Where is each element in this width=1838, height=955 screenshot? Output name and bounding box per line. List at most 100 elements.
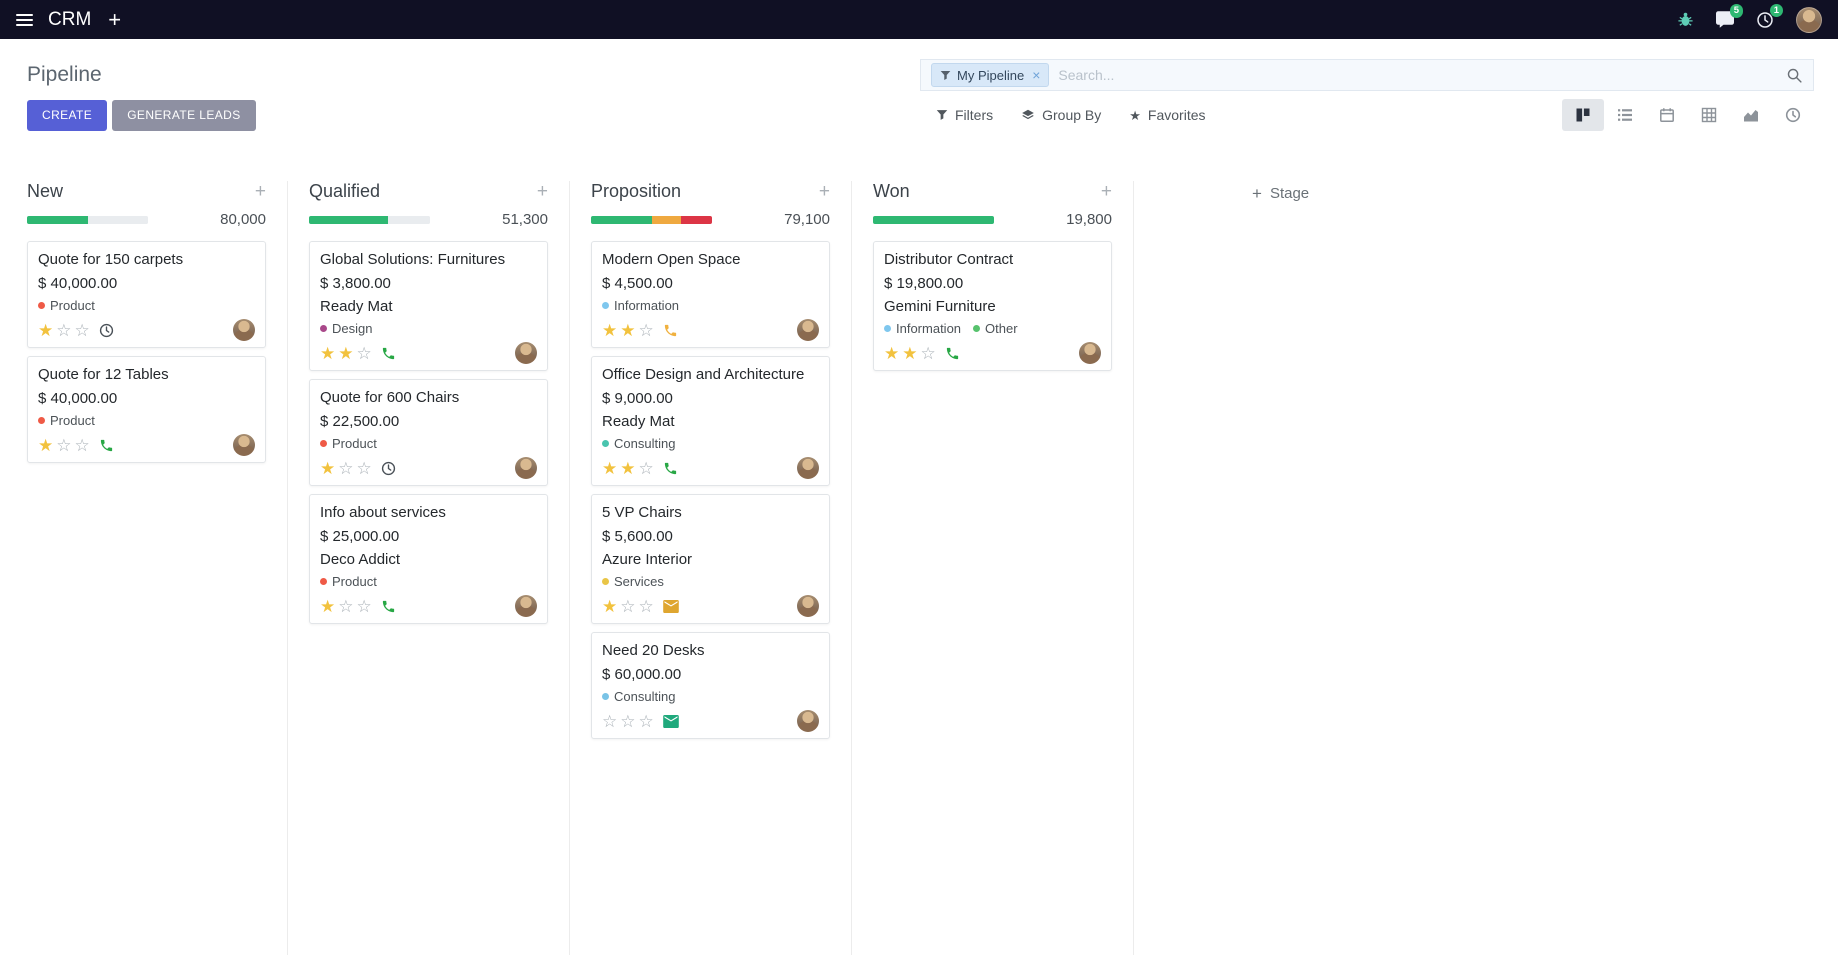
kanban-card[interactable]: Quote for 12 Tables $ 40,000.00 Product ★ ☆ ☆: [27, 356, 266, 463]
progress-segment[interactable]: [591, 215, 652, 224]
add-stage-button[interactable]: + Stage: [1252, 185, 1309, 202]
priority-star-icon[interactable]: ☆: [74, 435, 90, 455]
priority-star-icon[interactable]: ★: [320, 458, 336, 478]
generate-leads-button[interactable]: GENERATE LEADS: [112, 99, 256, 131]
activity-phone-icon[interactable]: [381, 599, 396, 614]
app-name[interactable]: CRM: [48, 8, 92, 30]
priority-star-icon[interactable]: ☆: [74, 320, 90, 340]
priority-star-icon[interactable]: ☆: [638, 458, 654, 478]
priority-star-icon[interactable]: ☆: [602, 711, 618, 731]
priority-star-icon[interactable]: ★: [320, 596, 336, 616]
column-progressbar[interactable]: [309, 215, 430, 224]
priority-star-icon[interactable]: ☆: [356, 596, 372, 616]
progress-segment[interactable]: [87, 215, 148, 224]
kanban-card[interactable]: Modern Open Space $ 4,500.00 Information ★ ★…: [591, 241, 830, 348]
priority-star-icon[interactable]: ★: [620, 320, 636, 340]
kanban-card[interactable]: Office Design and Architecture $ 9,000.00…: [591, 356, 830, 486]
kanban-card[interactable]: Info about services $ 25,000.00 Deco Addic…: [309, 494, 548, 624]
priority-star-icon[interactable]: ☆: [356, 458, 372, 478]
activity-clock-icon[interactable]: [381, 461, 396, 476]
search-input[interactable]: [1058, 67, 1777, 83]
priority-star-icon[interactable]: ★: [902, 343, 918, 363]
priority-star-icon[interactable]: ☆: [638, 711, 654, 731]
group-by-button[interactable]: Group By: [1021, 107, 1101, 123]
activities-button[interactable]: 1: [1756, 3, 1783, 29]
search-icon[interactable]: [1786, 67, 1803, 84]
tag-label: Consulting: [614, 689, 676, 704]
calendar-view-icon: [1660, 108, 1674, 122]
priority-star-icon[interactable]: ☆: [338, 458, 354, 478]
add-menu-button[interactable]: +: [108, 6, 122, 32]
kanban-card[interactable]: Quote for 600 Chairs $ 22,500.00 Product ★ ☆…: [309, 379, 548, 486]
card-tag: Information: [884, 321, 961, 336]
activity-envelope-icon[interactable]: [662, 714, 679, 728]
salesperson-avatar: [797, 595, 819, 617]
priority-star-icon[interactable]: ★: [620, 458, 636, 478]
column-progressbar[interactable]: [27, 215, 148, 224]
progress-segment[interactable]: [680, 215, 712, 224]
column-progressbar[interactable]: [591, 215, 712, 224]
priority-star-icon[interactable]: ☆: [338, 596, 354, 616]
priority-star-icon[interactable]: ☆: [620, 596, 636, 616]
kanban-card[interactable]: 5 VP Chairs $ 5,600.00 Azure Interior Servi…: [591, 494, 830, 624]
column-progressbar[interactable]: [873, 215, 994, 224]
column-add-button[interactable]: +: [254, 181, 266, 202]
progress-segment[interactable]: [309, 215, 388, 224]
kanban-card[interactable]: Global Solutions: Furnitures $ 3,800.00 Re…: [309, 241, 548, 371]
priority-star-icon[interactable]: ☆: [356, 343, 372, 363]
card-title: 5 VP Chairs: [602, 504, 682, 521]
favorites-button[interactable]: ★ Favorites: [1129, 107, 1206, 123]
create-button[interactable]: CREATE: [27, 99, 108, 131]
debug-bug-icon[interactable]: [1677, 11, 1694, 28]
column-add-button[interactable]: +: [1100, 181, 1112, 202]
column-add-button[interactable]: +: [818, 181, 830, 202]
view-calendar-button[interactable]: [1646, 99, 1688, 131]
salesperson-avatar: [515, 595, 537, 617]
priority-star-icon[interactable]: ★: [338, 343, 354, 363]
kanban-card[interactable]: Need 20 Desks $ 60,000.00 Consulting ☆ ☆ ☆: [591, 632, 830, 739]
priority-star-icon[interactable]: ★: [602, 596, 618, 616]
activity-phone-icon[interactable]: [381, 346, 396, 361]
priority-star-icon[interactable]: ☆: [638, 596, 654, 616]
view-list-button[interactable]: [1604, 99, 1646, 131]
priority-star-icon[interactable]: ★: [602, 458, 618, 478]
priority-star-icon[interactable]: ★: [884, 343, 900, 363]
activity-clock-icon[interactable]: [99, 323, 114, 338]
priority-star-icon[interactable]: ☆: [56, 435, 72, 455]
column-add-button[interactable]: +: [536, 181, 548, 202]
priority-star-icon[interactable]: ☆: [620, 711, 636, 731]
priority-star-icon[interactable]: ★: [38, 320, 54, 340]
search-facet[interactable]: My Pipeline ×: [931, 63, 1050, 87]
activity-phone-icon[interactable]: [663, 323, 678, 338]
activity-phone-icon[interactable]: [663, 461, 678, 476]
card-footer: ★ ★ ☆: [884, 342, 1101, 364]
priority-star-icon[interactable]: ☆: [638, 320, 654, 340]
activity-envelope-icon[interactable]: [662, 599, 679, 613]
activity-phone-icon[interactable]: [945, 346, 960, 361]
view-pivot-button[interactable]: [1688, 99, 1730, 131]
card-footer: ★ ☆ ☆: [38, 434, 255, 456]
messages-button[interactable]: 5: [1716, 4, 1743, 28]
priority-star-icon[interactable]: ★: [38, 435, 54, 455]
search-bar[interactable]: My Pipeline ×: [920, 59, 1814, 91]
view-kanban-button[interactable]: [1562, 99, 1604, 131]
progress-segment[interactable]: [387, 215, 430, 224]
card-amount: $ 19,800.00: [884, 275, 964, 292]
activity-phone-icon[interactable]: [99, 438, 114, 453]
priority-star-icon[interactable]: ☆: [56, 320, 72, 340]
progress-segment[interactable]: [873, 215, 994, 224]
priority-star-icon[interactable]: ★: [602, 320, 618, 340]
priority-star-icon[interactable]: ★: [320, 343, 336, 363]
view-activity-button[interactable]: [1772, 99, 1814, 131]
filters-button[interactable]: Filters: [936, 107, 993, 123]
card-amount: $ 5,600.00: [602, 528, 673, 545]
facet-remove-button[interactable]: ×: [1032, 67, 1041, 83]
kanban-card[interactable]: Distributor Contract $ 19,800.00 Gemini Fu…: [873, 241, 1112, 371]
user-avatar[interactable]: [1796, 6, 1822, 33]
progress-segment[interactable]: [651, 215, 681, 224]
view-graph-button[interactable]: [1730, 99, 1772, 131]
kanban-card[interactable]: Quote for 150 carpets $ 40,000.00 Product ★…: [27, 241, 266, 348]
priority-star-icon[interactable]: ☆: [920, 343, 936, 363]
apps-menu-button[interactable]: [16, 13, 33, 26]
progress-segment[interactable]: [27, 215, 88, 224]
